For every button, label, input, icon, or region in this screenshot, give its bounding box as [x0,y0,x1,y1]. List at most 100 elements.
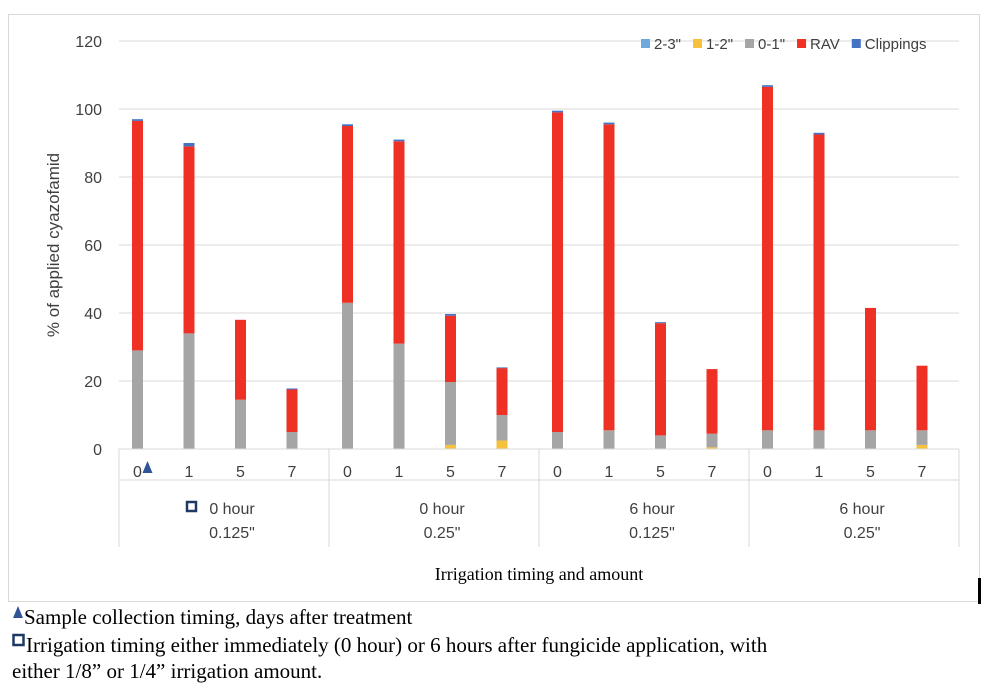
y-axis-label: % of applied cyazofamid [44,153,63,337]
bar-segment [183,333,195,449]
bar-segment [762,86,773,431]
bar-segment [445,315,456,383]
edge-mark [978,578,981,604]
x-tick-label: 5 [236,464,245,481]
bar-segment [865,430,876,449]
bar-segment [706,369,718,434]
x-tick-label: 0 [553,464,562,481]
bar-segment [286,389,298,432]
legend-label: 0-1" [758,36,785,53]
x-tick-label: 7 [288,464,297,481]
legend-label: Clippings [865,36,927,53]
bar-segment [132,120,143,351]
x-tick-label: 0 [343,464,352,481]
legend-swatch [851,39,861,48]
legend-label: RAV [810,36,840,53]
group-label-line1: 0 hour [209,501,255,518]
bar-segment [813,430,825,449]
x-tick-label: 7 [918,464,927,481]
legend-swatch [693,39,703,48]
bar-segment [132,350,143,449]
x-axis-label: Irrigation timing and amount [435,564,643,584]
legend-swatch [641,39,650,48]
y-tick-label: 40 [84,306,102,323]
x-tick-label: 1 [605,464,614,481]
bar-segment [603,430,615,449]
bar-segment [183,143,195,147]
bar-segment [603,122,615,125]
x-tick-label: 7 [498,464,507,481]
x-tick-label: 1 [815,464,824,481]
bar-segment [342,124,353,126]
bar-segment [655,322,666,324]
triangle-marker-icon [142,461,153,473]
x-tick-label: 5 [446,464,455,481]
footnote-irrigation-line2: either 1/8” or 1/4” irrigation amount. [12,659,323,683]
bar-segment [342,302,353,449]
bar-segment [393,139,405,142]
gridlines [119,40,959,450]
bar-segment [496,415,508,441]
y-tick-label: 100 [75,102,102,119]
stacked-bar-chart: 0 20 40 60 80 100 120 0 1 5 7 0 1 5 7 0 1 5 7 0 1 5 7 0 hour 0.1… [44,34,960,584]
bar-segment [916,430,928,445]
x-tick-label: 1 [395,464,404,481]
bar-segment [445,382,456,445]
x-tick-label: 5 [656,464,665,481]
bar-segment [183,146,195,334]
x-tick-label: 7 [708,464,717,481]
bar-segment [655,435,666,449]
bar-segment [603,124,615,431]
bar-segment [496,367,508,369]
bar-segment [762,430,773,449]
bar-segment [393,141,405,344]
y-tick-label: 20 [84,374,102,391]
footnote-irrigation: Irrigation timing either immediately (0 … [12,632,962,684]
bar-segment [286,432,298,449]
y-tick-label: 80 [84,170,102,187]
y-tick-label: 60 [84,238,102,255]
triangle-marker-icon [13,606,23,618]
bar-segment [445,314,456,316]
group-label-line1: 6 hour [839,501,885,518]
group-label-line1: 0 hour [419,501,465,518]
bar-segment [813,132,825,135]
square-marker-icon [12,633,25,647]
bar-segment [235,319,246,400]
bar-segment [286,388,298,390]
footnote-sample-timing: Sample collection timing, days after tre… [12,604,962,630]
y-tick-label: 0 [93,442,102,459]
bar-segment [552,110,563,113]
bar-segment [552,112,563,433]
x-tick-label: 0 [133,464,142,481]
chart-frame: 0 20 40 60 80 100 120 0 1 5 7 0 1 5 7 0 1 5 7 0 1 5 7 0 hour 0.1… [8,14,980,602]
legend: 2-3" 1-2" 0-1" RAV Clippings [641,36,926,53]
bar-segment [496,368,508,415]
bar-segment [552,432,563,449]
axes: 0 20 40 60 80 100 120 0 1 5 7 0 1 5 7 0 1 5 7 0 1 5 7 0 hour 0.1… [75,34,960,547]
legend-label: 1-2" [706,36,733,53]
bar-segment [916,444,928,449]
bar-segment [132,119,143,121]
bar-segment [496,440,508,449]
bars [132,85,928,449]
legend-swatch [745,39,755,48]
bar-segment [916,365,928,431]
x-tick-label: 5 [866,464,875,481]
group-label-line2: 0.25" [424,525,461,542]
bar-segment [342,126,353,303]
group-label-line1: 6 hour [629,501,675,518]
bar-segment [762,85,773,87]
legend-label: 2-3" [654,36,681,53]
footnote-sample-timing-text: Sample collection timing, days after tre… [24,605,413,629]
group-label-line2: 0.125" [629,525,675,542]
bar-segment [235,399,246,449]
x-tick-label: 0 [763,464,772,481]
bar-segment [445,444,456,449]
bar-segment [813,134,825,431]
x-tick-label: 1 [185,464,194,481]
y-tick-label: 120 [75,34,102,51]
bar-segment [655,323,666,436]
bar-segment [706,447,718,449]
legend-swatch [797,39,807,48]
